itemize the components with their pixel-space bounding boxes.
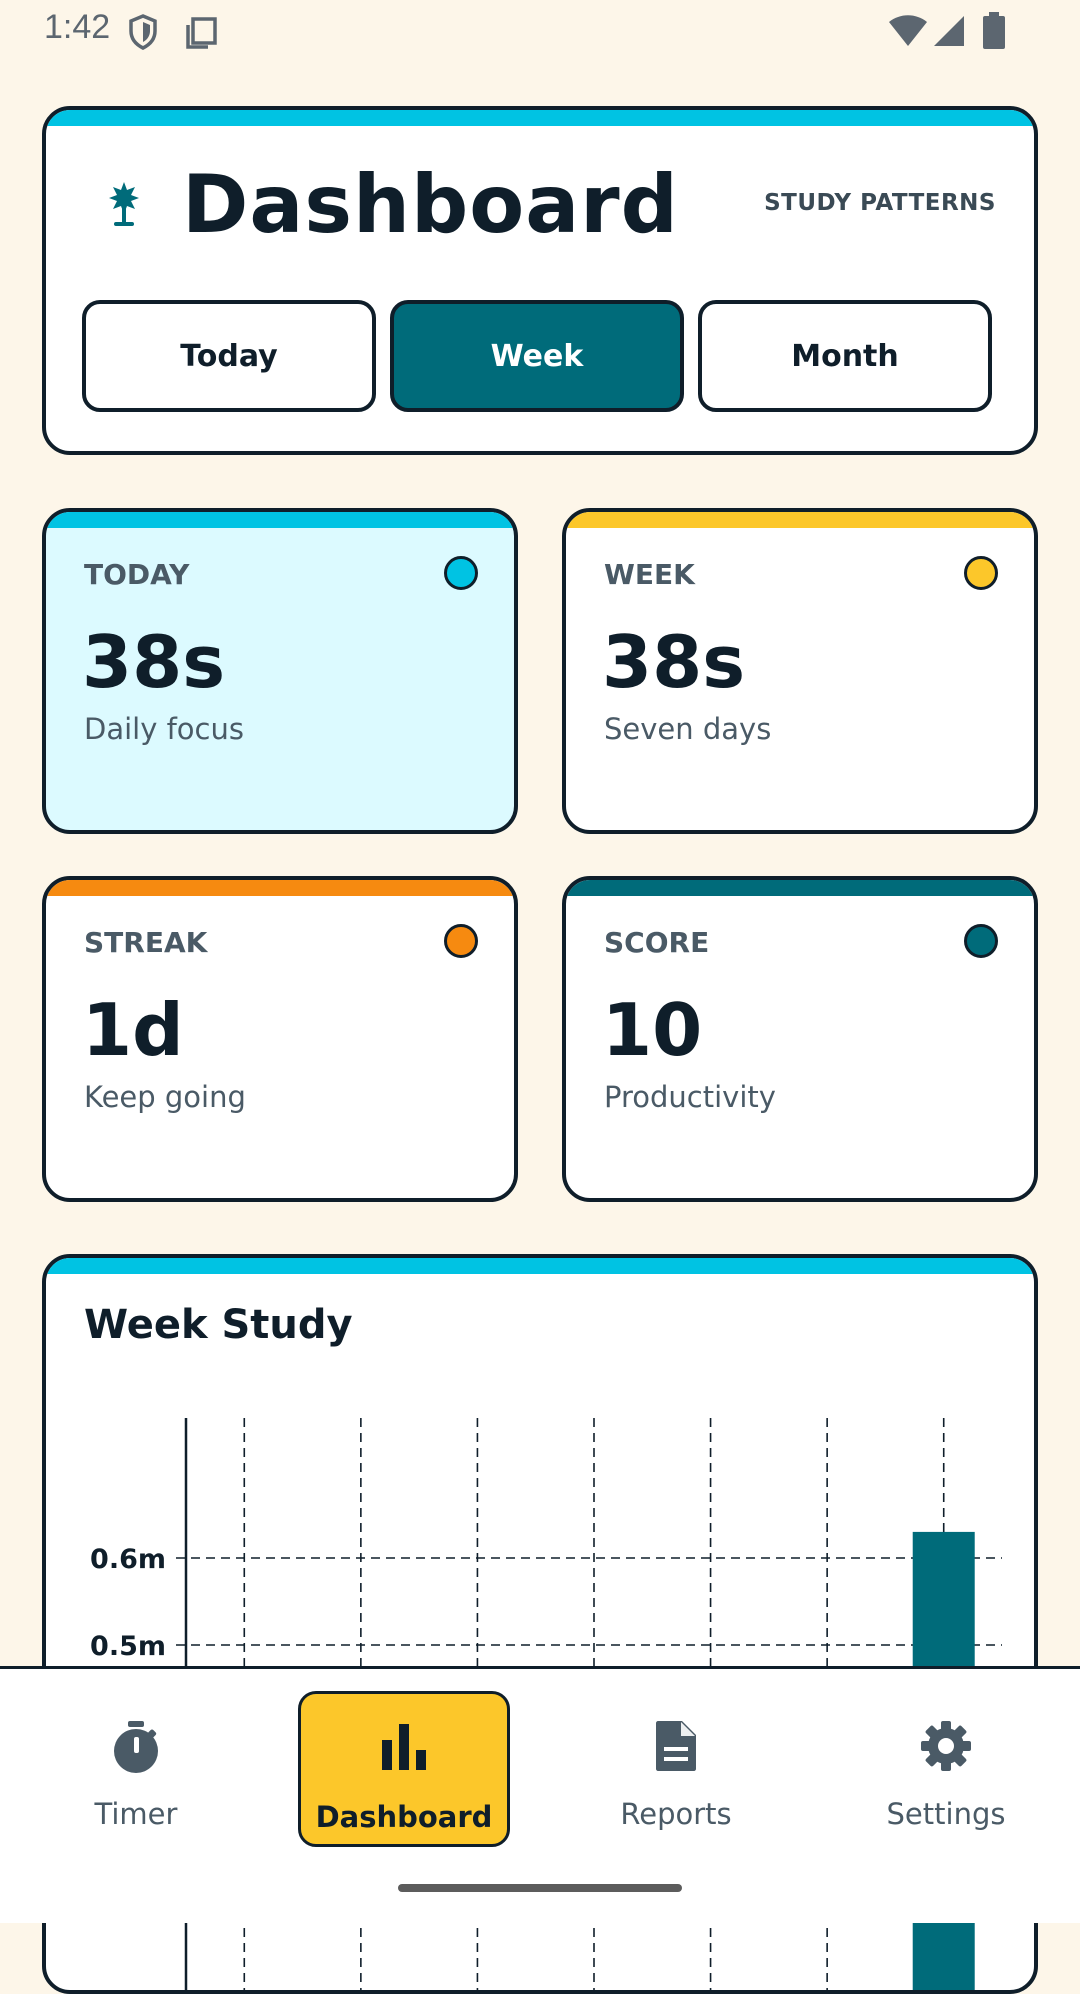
status-bar: 1:42 — [0, 0, 1080, 64]
stat-caption: Seven days — [604, 712, 772, 746]
stat-caption: Keep going — [84, 1080, 246, 1114]
palm-logo-icon — [109, 182, 139, 226]
stat-value: 10 — [602, 988, 703, 1072]
page-subtitle: STUDY PATTERNS — [764, 190, 996, 216]
stat-indicator-dot — [444, 924, 478, 958]
header-card: Dashboard STUDY PATTERNS Today Week Mont… — [42, 106, 1038, 455]
stat-label: STREAK — [84, 926, 208, 959]
stat-value: 38s — [602, 620, 746, 704]
stat-value: 38s — [82, 620, 226, 704]
stat-card-score: SCORE 10 Productivity — [562, 876, 1038, 1202]
range-week-button[interactable]: Week — [390, 300, 684, 412]
stat-caption: Daily focus — [84, 712, 244, 746]
stat-accent-bar — [566, 512, 1034, 528]
gear-icon — [921, 1721, 971, 1771]
nav-timer-label: Timer — [94, 1797, 178, 1831]
stat-card-week: WEEK 38s Seven days — [562, 508, 1038, 834]
nav-dashboard-label: Dashboard — [315, 1800, 493, 1834]
stat-card-streak: STREAK 1d Keep going — [42, 876, 518, 1202]
shield-icon — [129, 14, 157, 50]
document-icon — [656, 1721, 696, 1771]
chart-title: Week Study — [84, 1302, 353, 1348]
stat-value: 1d — [82, 988, 184, 1072]
nav-settings[interactable]: Settings — [840, 1691, 1052, 1847]
stat-card-today: TODAY 38s Daily focus — [42, 508, 518, 834]
page-title: Dashboard — [182, 158, 679, 251]
stat-caption: Productivity — [604, 1080, 776, 1114]
y-tick-label: 0.5m — [90, 1631, 166, 1662]
nav-timer[interactable]: Timer — [30, 1691, 242, 1847]
stat-label: SCORE — [604, 926, 710, 959]
bar-chart-icon — [382, 1724, 426, 1770]
nav-reports[interactable]: Reports — [570, 1691, 782, 1847]
signal-icon — [934, 16, 964, 46]
status-time: 1:42 — [44, 8, 111, 46]
stat-accent-bar — [46, 880, 514, 896]
stat-indicator-dot — [964, 924, 998, 958]
battery-icon — [983, 12, 1005, 49]
header-accent-bar — [46, 110, 1034, 126]
stat-indicator-dot — [444, 556, 478, 590]
stat-accent-bar — [46, 512, 514, 528]
nav-reports-label: Reports — [620, 1797, 732, 1831]
stat-indicator-dot — [964, 556, 998, 590]
range-month-button[interactable]: Month — [698, 300, 992, 412]
bottom-nav: Timer Dashboard Reports S — [0, 1666, 1080, 1923]
stat-accent-bar — [566, 880, 1034, 896]
stat-label: WEEK — [604, 558, 695, 591]
y-tick-label: 0.6m — [90, 1544, 166, 1575]
nav-dashboard[interactable]: Dashboard — [298, 1691, 510, 1847]
stat-label: TODAY — [84, 558, 190, 591]
wifi-icon — [889, 15, 927, 46]
home-indicator — [398, 1884, 682, 1892]
range-today-button[interactable]: Today — [82, 300, 376, 412]
nav-settings-label: Settings — [886, 1797, 1006, 1831]
chart-accent-bar — [46, 1258, 1034, 1274]
copy-icon — [186, 17, 217, 49]
stopwatch-icon — [114, 1721, 158, 1773]
